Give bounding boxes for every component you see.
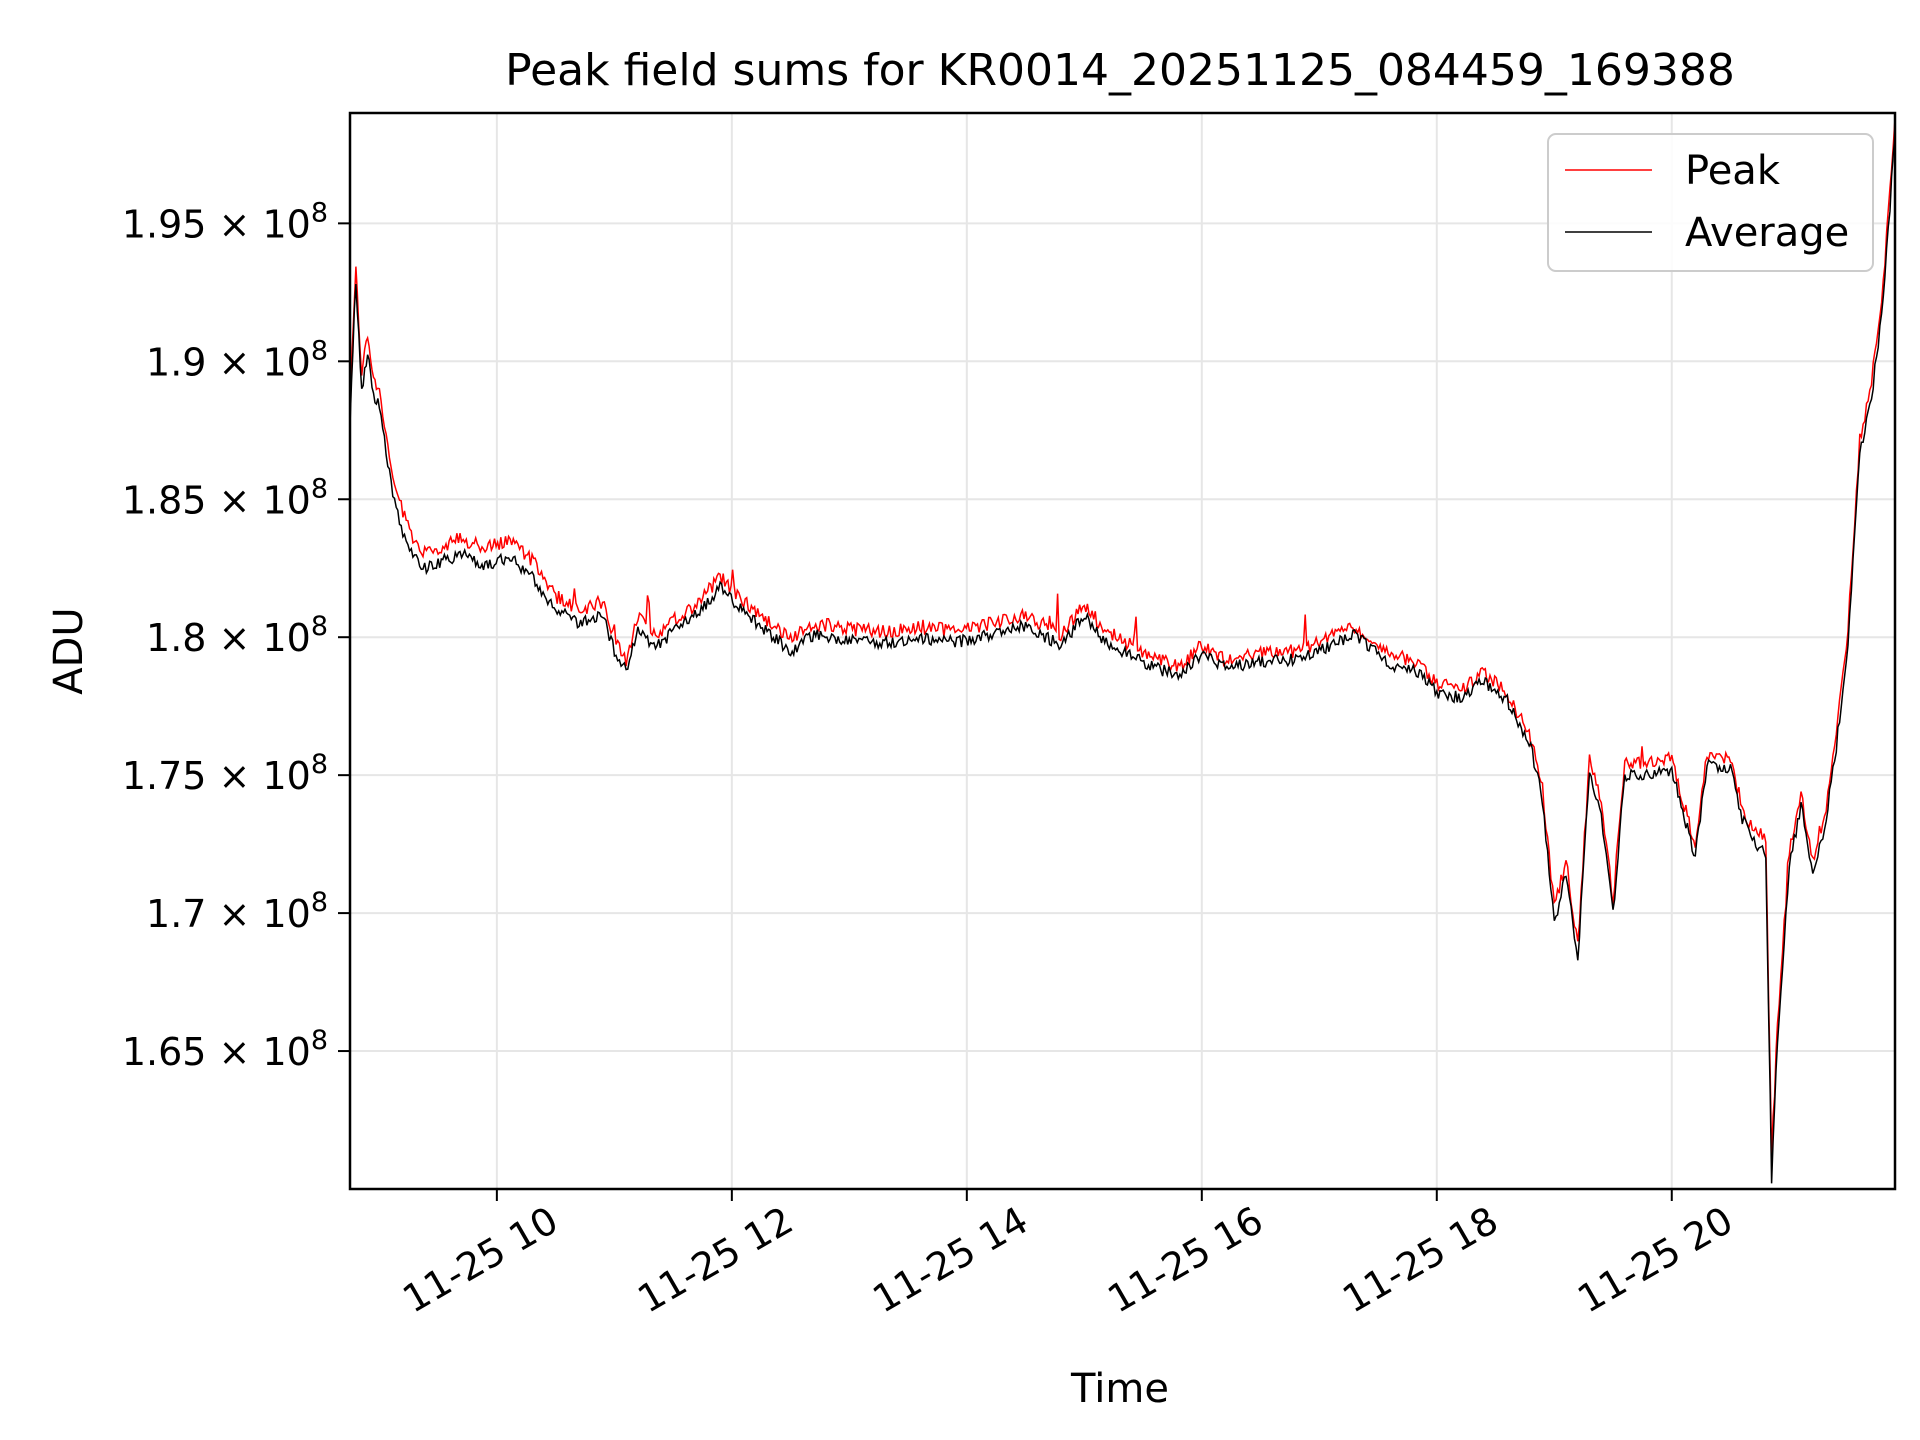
series-peak-line [349,118,1896,1158]
y-axis: 1.65 × 108 1.7 × 108 1.75 × 108 1.8 × 108 1.… [122,197,350,1074]
grid [350,113,1895,1189]
y-axis-label: ADU [46,607,92,694]
y-tick-label: 1.65 × 108 [122,1025,328,1074]
y-tick-label: 1.7 × 108 [146,887,328,936]
legend-box [1547,133,1874,272]
y-tick-label: 1.8 × 108 [146,611,328,660]
chart-title: Peak field sums for KR0014_20251125_0844… [505,45,1735,96]
y-tick-label: 1.9 × 108 [146,335,328,384]
y-tick-label: 1.95 × 108 [122,197,328,246]
plot-area [349,118,1896,1184]
legend-average-label: Average [1685,210,1849,256]
axes-frame [348,111,1897,1191]
y-tick-label: 1.75 × 108 [122,749,328,798]
y-tick-label: 1.85 × 108 [122,473,328,522]
x-axis-label: Time [1070,1366,1169,1412]
legend: Peak Average [1547,133,1874,272]
series-average-line [349,135,1896,1184]
legend-peak-label: Peak [1685,148,1781,194]
